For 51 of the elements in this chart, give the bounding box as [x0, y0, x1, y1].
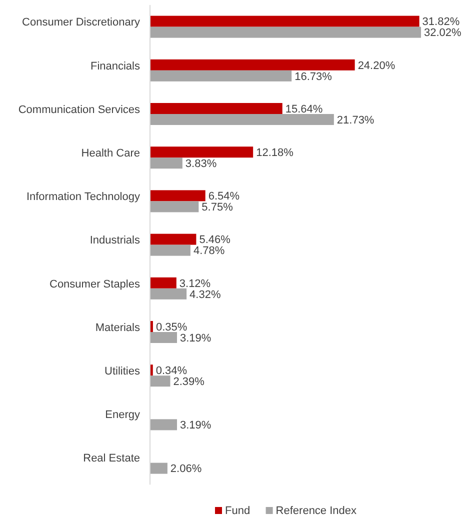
y-tick-label: Utilities	[104, 365, 140, 378]
data-label: 15.64%	[285, 103, 323, 116]
bar	[150, 16, 420, 27]
data-label: 0.34%	[156, 364, 188, 377]
data-label: 32.02%	[424, 27, 462, 40]
data-label: 2.06%	[170, 463, 202, 476]
y-tick-label: Energy	[105, 409, 140, 422]
data-label: 31.82%	[422, 16, 460, 28]
y-tick-label: Health Care	[81, 147, 140, 160]
data-label: 3.12%	[179, 278, 211, 290]
bar	[150, 59, 355, 70]
bar	[150, 288, 187, 300]
legend-label: Reference Index	[276, 505, 358, 517]
data-label: 4.78%	[193, 245, 225, 258]
data-label: 5.75%	[202, 202, 234, 214]
bar	[150, 277, 176, 288]
data-label: 5.46%	[199, 234, 231, 246]
bar	[150, 376, 170, 387]
y-tick-label: Materials	[95, 322, 140, 334]
bar	[150, 234, 196, 245]
legend-label: Fund	[225, 505, 250, 517]
data-label: 21.73%	[336, 114, 374, 126]
y-tick-label: Information Technology	[26, 191, 140, 204]
bar	[150, 26, 421, 38]
y-tick-label: Consumer Discretionary	[22, 16, 140, 29]
bar	[150, 201, 199, 212]
data-label: 16.73%	[294, 70, 332, 83]
y-tick-label: Communication Services	[18, 104, 140, 116]
data-label: 2.39%	[173, 376, 205, 388]
bar	[150, 158, 182, 169]
data-label: 3.83%	[185, 158, 217, 170]
y-tick-label: Consumer Staples	[50, 278, 140, 290]
y-tick-label: Industrials	[90, 234, 140, 247]
bar	[150, 70, 292, 82]
data-label: 3.19%	[180, 332, 212, 344]
data-label: 6.54%	[208, 190, 240, 203]
y-tick-label: Real Estate	[83, 452, 140, 465]
data-label: 0.35%	[156, 321, 188, 334]
bar	[150, 244, 190, 256]
bar	[150, 146, 254, 158]
data-label: 12.18%	[256, 146, 294, 159]
data-label: 4.32%	[190, 288, 221, 301]
data-label: 3.19%	[180, 420, 212, 432]
bar	[150, 103, 282, 114]
bar	[150, 190, 206, 202]
bar	[150, 332, 177, 343]
bar	[150, 419, 177, 430]
bar	[150, 462, 168, 474]
y-tick-label: Financials	[90, 60, 140, 72]
data-label: 24.20%	[358, 60, 396, 72]
bar	[150, 114, 334, 125]
